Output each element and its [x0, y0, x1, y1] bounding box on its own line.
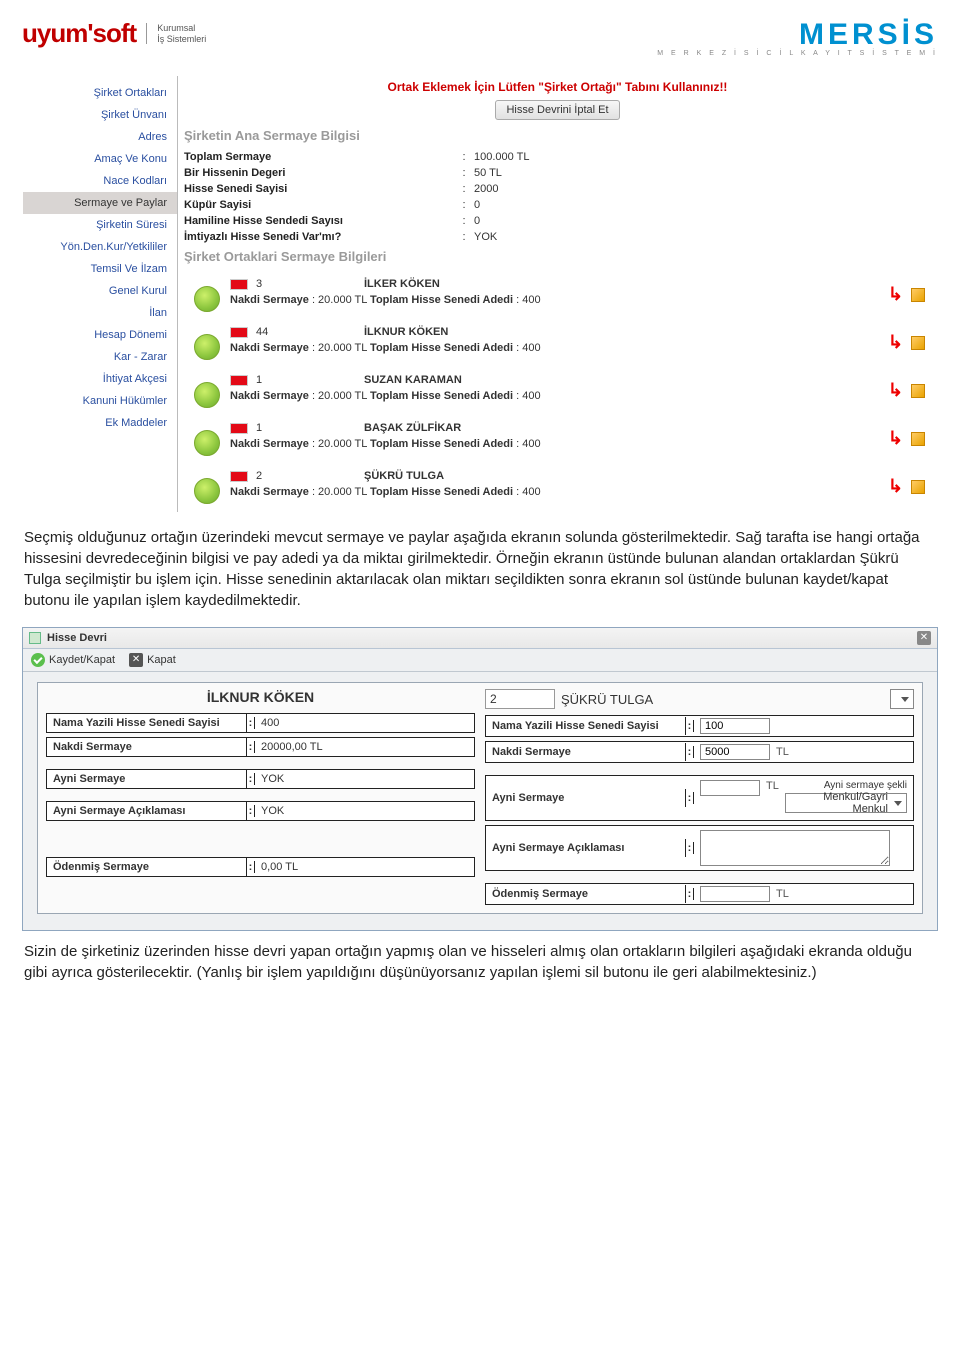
sidebar-item[interactable]: Temsil Ve İlzam — [23, 258, 177, 280]
from-partner-name: İLKNUR KÖKEN — [46, 689, 475, 709]
sidebar-item[interactable]: Hesap Dönemi — [23, 324, 177, 346]
description-paragraph-2: Sizin de şirketiniz üzerinden hisse devr… — [24, 941, 936, 983]
inkind-type-label: Ayni sermaye şekli — [785, 780, 907, 791]
edit-icon[interactable] — [911, 384, 925, 398]
to-inkind-capital-input[interactable] — [700, 780, 760, 796]
dialog-title: Hisse Devri — [47, 632, 107, 644]
from-cash-capital-row: Nakdi Sermaye : 20000,00 TL — [46, 737, 475, 757]
capital-screen: Şirket OrtaklarıŞirket ÜnvanıAdresAmaç V… — [22, 75, 938, 513]
transfer-dialog: Hisse Devri ✕ Kaydet/Kapat ✕ Kapat İLKNU… — [22, 627, 938, 931]
close-icon[interactable]: ✕ — [917, 631, 931, 645]
edit-icon[interactable] — [911, 336, 925, 350]
uyumsoft-subtitle: Kurumsal İş Sistemleri — [146, 23, 206, 45]
close-button[interactable]: ✕ Kapat — [129, 653, 176, 667]
capital-row: Hamiline Hisse Sendedi Sayısı:0 — [184, 213, 931, 229]
person-icon — [194, 430, 220, 456]
window-icon — [29, 632, 41, 644]
cancel-transfer-button[interactable]: Hisse Devrini İptal Et — [495, 100, 619, 120]
mersis-subtitle: M E R K E Z İ S İ C İ L K A Y I T S İ S … — [657, 50, 938, 57]
sidebar-item[interactable]: Şirket Ünvanı — [23, 104, 177, 126]
dialog-titlebar: Hisse Devri ✕ — [23, 628, 937, 649]
edit-icon[interactable] — [911, 480, 925, 494]
sidebar-item[interactable]: Kar - Zarar — [23, 346, 177, 368]
to-paid-capital-row: Ödenmiş Sermaye : TL — [485, 883, 914, 905]
from-inkind-capital-row: Ayni Sermaye : YOK — [46, 769, 475, 789]
capital-section-title: Şirketin Ana Sermaye Bilgisi — [184, 128, 931, 143]
to-inkind-desc-input[interactable] — [700, 830, 890, 866]
flag-icon — [230, 375, 248, 386]
transfer-to-column: 2 ŞÜKRÜ TULGA Nama Yazili Hisse Senedi S… — [485, 689, 914, 905]
left-sidebar: Şirket OrtaklarıŞirket ÜnvanıAdresAmaç V… — [23, 76, 178, 512]
from-paid-capital-row: Ödenmiş Sermaye : 0,00 TL — [46, 857, 475, 877]
capital-row: Toplam Sermaye:100.000 TL — [184, 149, 931, 165]
check-icon — [31, 653, 45, 667]
partner-row: 2ŞÜKRÜ TULGANakdi Sermaye : 20.000 TL To… — [184, 462, 931, 510]
person-icon — [194, 382, 220, 408]
sidebar-item[interactable]: İhtiyat Akçesi — [23, 368, 177, 390]
to-share-count-row: Nama Yazili Hisse Senedi Sayisi : — [485, 715, 914, 737]
person-icon — [194, 478, 220, 504]
to-share-count-input[interactable] — [700, 718, 770, 734]
to-partner-name: ŞÜKRÜ TULGA — [561, 692, 884, 707]
person-icon — [194, 286, 220, 312]
transfer-from-column: İLKNUR KÖKEN Nama Yazili Hisse Senedi Sa… — [46, 689, 475, 905]
sidebar-item[interactable]: Amaç Ve Konu — [23, 148, 177, 170]
capital-row: Küpür Sayisi:0 — [184, 197, 931, 213]
to-inkind-desc-row: Ayni Sermaye Açıklaması : — [485, 825, 914, 871]
sidebar-item[interactable]: Genel Kurul — [23, 280, 177, 302]
uyumsoft-mark: uyum'soft — [22, 18, 136, 49]
mersis-mark: MERSİS — [657, 18, 938, 52]
capital-row: Hisse Senedi Sayisi:2000 — [184, 181, 931, 197]
person-icon — [194, 334, 220, 360]
capital-row: İmtiyazlı Hisse Senedi Var'mı?:YOK — [184, 229, 931, 245]
sidebar-item[interactable]: Yön.Den.Kur/Yetkililer — [23, 236, 177, 258]
to-cash-capital-input[interactable] — [700, 744, 770, 760]
to-cash-capital-row: Nakdi Sermaye : TL — [485, 741, 914, 763]
add-partner-notice: Ortak Eklemek İçin Lütfen "Şirket Ortağı… — [184, 78, 931, 100]
from-inkind-desc-row: Ayni Sermaye Açıklaması : YOK — [46, 801, 475, 821]
sidebar-item[interactable]: Kanuni Hükümler — [23, 390, 177, 412]
sidebar-item[interactable]: Nace Kodları — [23, 170, 177, 192]
transfer-icon[interactable]: ↳ — [888, 476, 903, 497]
sidebar-item[interactable]: Şirket Ortakları — [23, 82, 177, 104]
sidebar-item[interactable]: Şirketin Süresi — [23, 214, 177, 236]
to-paid-capital-input[interactable] — [700, 886, 770, 902]
description-paragraph-1: Seçmiş olduğunuz ortağın üzerindeki mevc… — [24, 527, 936, 611]
flag-icon — [230, 279, 248, 290]
transfer-icon[interactable]: ↳ — [888, 380, 903, 401]
edit-icon[interactable] — [911, 288, 925, 302]
sidebar-item[interactable]: Sermaye ve Paylar — [23, 192, 177, 214]
flag-icon — [230, 471, 248, 482]
flag-icon — [230, 327, 248, 338]
main-panel: Ortak Eklemek İçin Lütfen "Şirket Ortağı… — [178, 76, 937, 512]
mersis-logo: MERSİS M E R K E Z İ S İ C İ L K A Y I T… — [657, 18, 938, 57]
partner-row: 3İLKER KÖKENNakdi Sermaye : 20.000 TL To… — [184, 270, 931, 318]
transfer-icon[interactable]: ↳ — [888, 428, 903, 449]
x-icon: ✕ — [129, 653, 143, 667]
to-inkind-capital-row: Ayni Sermaye : TL Ayni sermaye şekli Men… — [485, 775, 914, 821]
sidebar-item[interactable]: Adres — [23, 126, 177, 148]
partner-row: 1SUZAN KARAMANNakdi Sermaye : 20.000 TL … — [184, 366, 931, 414]
partner-row: 1BAŞAK ZÜLFİKARNakdi Sermaye : 20.000 TL… — [184, 414, 931, 462]
sidebar-item[interactable]: Ek Maddeler — [23, 412, 177, 434]
to-partner-id: 2 — [485, 689, 555, 709]
flag-icon — [230, 423, 248, 434]
transfer-icon[interactable]: ↳ — [888, 332, 903, 353]
edit-icon[interactable] — [911, 432, 925, 446]
transfer-icon[interactable]: ↳ — [888, 284, 903, 305]
dialog-toolbar: Kaydet/Kapat ✕ Kapat — [23, 649, 937, 672]
uyumsoft-logo: uyum'soft Kurumsal İş Sistemleri — [22, 18, 206, 49]
capital-row: Bir Hissenin Degeri:50 TL — [184, 165, 931, 181]
partner-row: 44İLKNUR KÖKENNakdi Sermaye : 20.000 TL … — [184, 318, 931, 366]
to-partner-dropdown[interactable] — [890, 689, 914, 709]
from-share-count-row: Nama Yazili Hisse Senedi Sayisi : 400 — [46, 713, 475, 733]
page-header: uyum'soft Kurumsal İş Sistemleri MERSİS … — [22, 18, 938, 57]
save-close-button[interactable]: Kaydet/Kapat — [31, 653, 115, 667]
inkind-type-dropdown[interactable]: Menkul/Gayri Menkul — [785, 793, 907, 813]
partners-section-title: Şirket Ortaklari Sermaye Bilgileri — [184, 249, 931, 264]
sidebar-item[interactable]: İlan — [23, 302, 177, 324]
